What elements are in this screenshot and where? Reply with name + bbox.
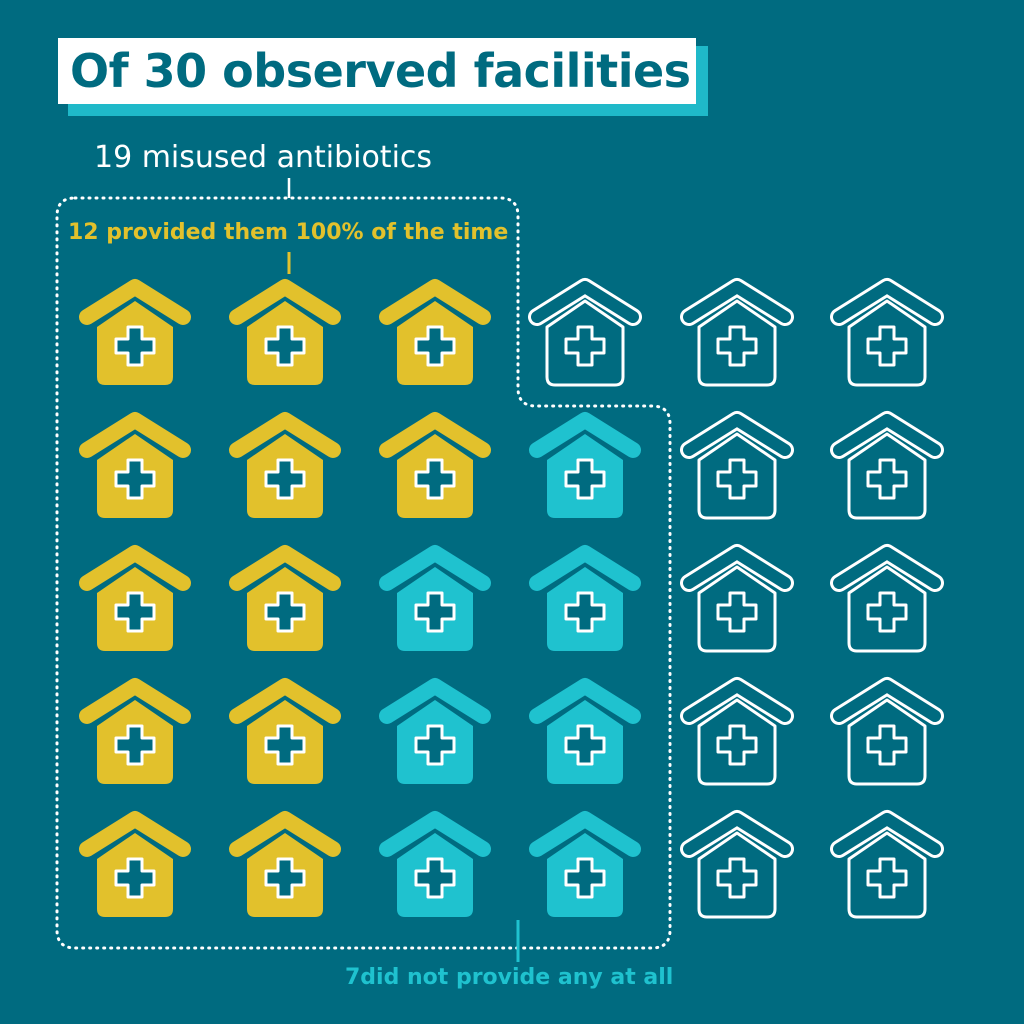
facility-icon	[79, 678, 191, 784]
facility-icon	[830, 411, 944, 520]
facility-icon	[379, 279, 491, 385]
facility-icon	[79, 279, 191, 385]
facility-icon	[79, 412, 191, 518]
facility-icon	[680, 677, 794, 786]
provided-always-label: 12 provided them 100% of the time	[68, 220, 509, 245]
facility-icon	[529, 412, 641, 518]
facility-icon	[79, 811, 191, 917]
not-provided-label: 7did not provide any at all	[345, 965, 674, 990]
facility-icon	[229, 412, 341, 518]
facility-icon	[830, 810, 944, 919]
facility-icon	[229, 279, 341, 385]
misused-bracket	[55, 196, 672, 950]
facility-icon	[680, 411, 794, 520]
facility-icon	[379, 811, 491, 917]
facility-icon	[529, 678, 641, 784]
facility-icon	[379, 412, 491, 518]
facility-icon	[528, 278, 642, 387]
misused-label: 19 misused antibiotics	[94, 140, 433, 175]
facility-icon	[680, 278, 794, 387]
title-box: Of 30 observed facilities	[58, 38, 696, 104]
facility-icon	[680, 544, 794, 653]
facility-icon	[79, 545, 191, 651]
facility-icon	[830, 278, 944, 387]
facility-icon	[680, 810, 794, 919]
facility-icon	[229, 678, 341, 784]
facility-icon	[379, 678, 491, 784]
page-title: Of 30 observed facilities	[70, 44, 691, 98]
facility-icon	[379, 545, 491, 651]
facility-icon	[229, 545, 341, 651]
facility-icon	[830, 544, 944, 653]
facility-icon	[229, 811, 341, 917]
facility-icon	[529, 545, 641, 651]
facility-icon	[529, 811, 641, 917]
facility-icon	[830, 677, 944, 786]
